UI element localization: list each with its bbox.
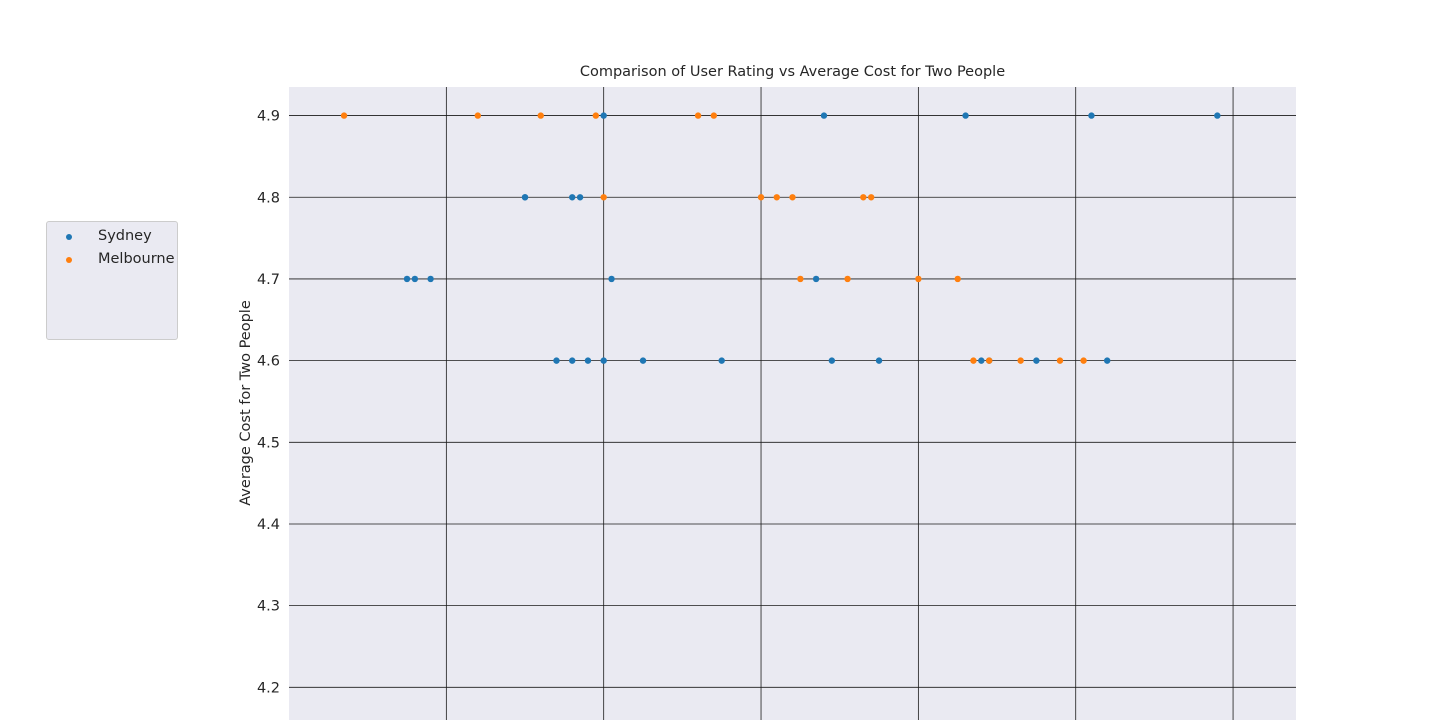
y-tick-label: 4.5 bbox=[257, 435, 280, 451]
point-melbourne bbox=[1080, 357, 1087, 364]
legend-label-melbourne: Melbourne bbox=[98, 251, 175, 267]
point-melbourne bbox=[757, 194, 765, 201]
point-melbourne bbox=[537, 112, 544, 119]
point-sydney bbox=[411, 275, 419, 283]
point-sydney bbox=[828, 357, 836, 364]
plot-background bbox=[289, 87, 1296, 720]
y-tick-label: 4.8 bbox=[257, 190, 280, 206]
point-sydney bbox=[427, 275, 434, 283]
point-sydney bbox=[608, 275, 615, 283]
point-melbourne bbox=[592, 112, 600, 119]
point-melbourne bbox=[797, 275, 804, 283]
y-tick-label: 4.4 bbox=[257, 517, 280, 533]
point-sydney bbox=[718, 357, 725, 364]
point-sydney bbox=[1214, 112, 1221, 119]
legend-item-melbourne: Melbourne bbox=[47, 248, 177, 271]
y-tick-label: 4.2 bbox=[257, 680, 280, 696]
point-sydney bbox=[569, 194, 576, 201]
y-tick-label: 4.3 bbox=[257, 599, 280, 615]
point-sydney bbox=[521, 194, 529, 201]
legend-marker-sydney bbox=[66, 234, 72, 240]
y-tick-label: 4.6 bbox=[257, 354, 280, 370]
point-melbourne bbox=[694, 112, 702, 119]
point-sydney bbox=[600, 112, 607, 119]
point-melbourne bbox=[600, 194, 607, 201]
point-sydney bbox=[576, 194, 584, 201]
point-melbourne bbox=[710, 112, 718, 119]
point-sydney bbox=[962, 112, 969, 119]
point-sydney bbox=[600, 357, 607, 364]
point-melbourne bbox=[1056, 357, 1064, 364]
point-melbourne bbox=[954, 275, 961, 283]
point-sydney bbox=[403, 275, 411, 283]
point-melbourne bbox=[844, 275, 851, 283]
point-sydney bbox=[978, 357, 985, 364]
point-sydney bbox=[584, 357, 592, 364]
point-sydney bbox=[1103, 357, 1111, 364]
point-melbourne bbox=[970, 357, 977, 364]
point-melbourne bbox=[915, 275, 922, 283]
legend-item-sydney: Sydney bbox=[47, 225, 177, 248]
chart-title: Comparison of User Rating vs Average Cos… bbox=[579, 64, 1006, 80]
legend-marker-melbourne bbox=[66, 257, 72, 263]
point-sydney bbox=[553, 357, 560, 364]
point-sydney bbox=[639, 357, 647, 364]
point-sydney bbox=[875, 357, 883, 364]
point-melbourne bbox=[340, 112, 348, 119]
y-tick-label: 4.9 bbox=[257, 109, 280, 125]
point-melbourne bbox=[1017, 357, 1024, 364]
legend: Sydney Melbourne bbox=[46, 221, 178, 340]
point-sydney bbox=[820, 112, 828, 119]
point-melbourne bbox=[860, 194, 867, 201]
point-sydney bbox=[812, 275, 820, 283]
y-tick-label: 4.7 bbox=[257, 272, 280, 288]
point-melbourne bbox=[773, 194, 780, 201]
point-melbourne bbox=[474, 112, 482, 119]
point-sydney bbox=[1033, 357, 1040, 364]
legend-label-sydney: Sydney bbox=[98, 228, 152, 244]
point-sydney bbox=[1088, 112, 1095, 119]
point-melbourne bbox=[789, 194, 796, 201]
point-melbourne bbox=[867, 194, 875, 201]
point-melbourne bbox=[985, 357, 993, 364]
point-sydney bbox=[569, 357, 576, 364]
